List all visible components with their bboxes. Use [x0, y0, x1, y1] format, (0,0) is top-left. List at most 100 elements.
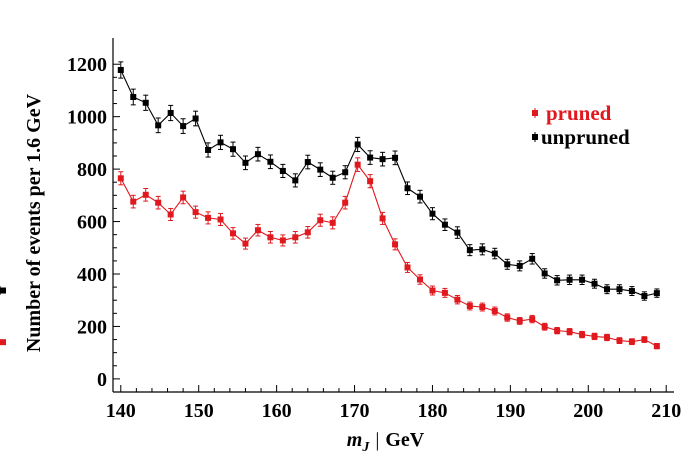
data-point — [554, 277, 561, 284]
data-point — [653, 290, 660, 297]
data-point — [591, 333, 598, 340]
y-tick-label: 0 — [97, 369, 107, 391]
data-point — [117, 66, 124, 73]
data-point — [404, 185, 411, 192]
data-point — [541, 323, 548, 330]
data-point — [628, 338, 635, 345]
data-point — [541, 270, 548, 277]
data-point — [641, 293, 648, 300]
data-point — [479, 246, 486, 253]
data-point — [242, 240, 249, 247]
data-point — [354, 141, 361, 148]
data-point — [304, 229, 311, 236]
data-point — [167, 211, 174, 218]
data-point — [180, 123, 187, 130]
y-tick-label: 400 — [77, 264, 107, 286]
x-tick-label: 210 — [651, 400, 681, 422]
data-point — [491, 250, 498, 257]
data-point — [404, 264, 411, 271]
data-point — [466, 247, 473, 254]
data-point — [342, 169, 349, 176]
data-point — [317, 166, 324, 173]
data-point — [516, 262, 523, 269]
data-point — [554, 327, 561, 334]
legend-marker — [532, 110, 538, 116]
data-point — [267, 234, 274, 241]
x-tick-label: 200 — [573, 400, 603, 422]
data-point — [217, 216, 224, 223]
data-point — [367, 178, 374, 185]
data-point — [504, 261, 511, 268]
data-point — [117, 175, 124, 182]
legend-item-pruned: pruned — [532, 101, 612, 125]
data-point — [429, 210, 436, 217]
data-point — [616, 286, 623, 293]
y-axis-title: Number of events per 1.6 GeV — [23, 93, 45, 352]
data-point — [429, 287, 436, 294]
data-point — [529, 255, 536, 262]
legend-item-unpruned: unpruned — [532, 125, 630, 149]
data-point — [279, 167, 286, 174]
data-point — [466, 302, 473, 309]
legend-label: unpruned — [541, 125, 630, 149]
data-point — [566, 276, 573, 283]
data-point — [292, 234, 299, 241]
series-layer — [0, 61, 660, 350]
y-axis-ticks: 0 200 400 600 800 1000 1200 — [67, 54, 120, 393]
legend-label: pruned — [546, 101, 612, 125]
x-tick-label: 180 — [417, 400, 447, 422]
axes: 0 200 400 600 800 1000 1200 140 150 160 170 180 190… — [67, 38, 681, 422]
series-line — [120, 163, 658, 347]
series-unpruned — [0, 61, 660, 301]
data-point — [603, 334, 610, 341]
data-point — [491, 307, 498, 314]
series-pruned — [0, 157, 660, 350]
data-point — [142, 99, 149, 106]
data-point — [616, 337, 623, 344]
data-point — [504, 314, 511, 321]
data-point — [167, 109, 174, 116]
data-point — [254, 151, 261, 158]
x-tick-label: 170 — [340, 400, 370, 422]
data-point — [267, 158, 274, 165]
x-axis-separator: | — [375, 429, 379, 451]
data-point — [0, 287, 6, 294]
data-point — [279, 237, 286, 244]
x-tick-label: 190 — [495, 400, 525, 422]
data-point — [142, 191, 149, 198]
data-point — [566, 328, 573, 335]
y-tick-label: 1200 — [67, 54, 107, 76]
data-point — [479, 304, 486, 311]
y-tick-label: 800 — [77, 159, 107, 181]
data-point — [392, 154, 399, 161]
data-point — [292, 177, 299, 184]
data-point — [641, 336, 648, 343]
y-tick-label: 200 — [77, 316, 107, 338]
data-point — [354, 161, 361, 168]
x-axis-title: mJ | GeV — [347, 429, 425, 455]
data-point — [591, 280, 598, 287]
x-axis-unit: GeV — [385, 429, 424, 451]
data-point — [529, 316, 536, 323]
data-point — [229, 146, 236, 153]
data-point — [392, 241, 399, 248]
legend-marker — [532, 134, 538, 140]
data-point — [516, 317, 523, 324]
data-point — [317, 217, 324, 224]
data-point — [229, 230, 236, 237]
data-point — [0, 339, 6, 346]
data-point — [155, 122, 162, 129]
data-point — [205, 146, 212, 153]
data-point — [441, 289, 448, 296]
data-point — [242, 159, 249, 166]
data-point — [416, 276, 423, 283]
y-tick-label: 1000 — [67, 107, 107, 129]
data-point — [180, 194, 187, 201]
y-tick-label: 600 — [77, 212, 107, 234]
data-point — [130, 198, 137, 205]
data-point — [130, 94, 137, 100]
data-point — [329, 174, 336, 181]
data-point — [329, 219, 336, 226]
